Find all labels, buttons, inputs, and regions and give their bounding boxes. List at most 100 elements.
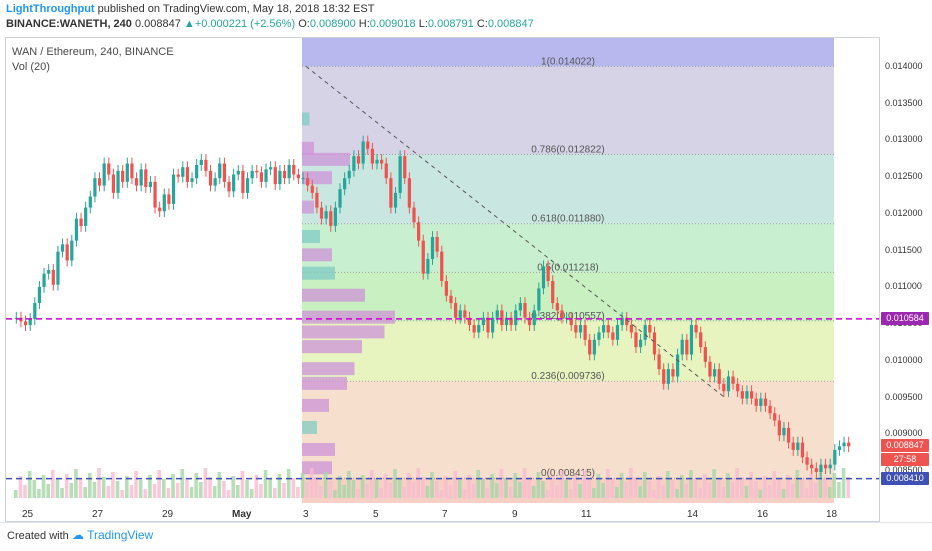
volume-bar <box>194 473 198 498</box>
volume-bar <box>425 486 430 498</box>
volume-bar <box>291 478 296 498</box>
candle-body <box>292 164 296 175</box>
candle-body <box>740 391 744 399</box>
candle-body <box>749 391 754 399</box>
candle-body <box>606 325 610 333</box>
plot-area[interactable]: 1(0.014022) 0.786(0.012822) 0.618(0.011880… <box>5 37 880 522</box>
volume-bar <box>707 483 712 498</box>
candle-body <box>814 468 818 472</box>
volume-profile-row <box>302 420 317 434</box>
volume-bar <box>698 488 703 498</box>
candle-body <box>675 354 680 377</box>
price-chart[interactable]: 1(0.014022) 0.786(0.012822) 0.618(0.011880… <box>6 38 880 503</box>
price-axis[interactable]: 0.014000 0.013500 0.013000 0.012500 0.012000… <box>881 37 932 522</box>
candle-body <box>454 303 458 318</box>
candle-body <box>403 156 407 179</box>
candle-body <box>634 332 638 348</box>
candle-body <box>245 178 250 193</box>
candle-body <box>33 303 37 320</box>
volume-bar <box>508 487 513 498</box>
candle-body <box>366 141 370 149</box>
price-tick-label: 0.012000 <box>885 207 923 218</box>
time-tick-label: 29 <box>162 509 174 520</box>
volume-bar <box>652 490 656 498</box>
volume-bar <box>712 469 716 498</box>
volume-bar <box>282 483 286 498</box>
volume-bar <box>333 490 337 498</box>
candle-body <box>185 167 190 182</box>
candle-body <box>560 310 564 318</box>
candle-body <box>384 163 388 179</box>
volume-bar <box>374 479 379 498</box>
volume-bar <box>379 488 383 498</box>
candle-body <box>643 325 647 340</box>
volume-profile-row <box>302 141 314 155</box>
candle-body <box>356 156 361 164</box>
volume-bar <box>360 475 365 498</box>
candle-body <box>79 218 83 226</box>
candle-body <box>555 303 559 311</box>
candle-body <box>148 181 153 188</box>
volume-bar <box>827 487 832 498</box>
candle-body <box>444 281 448 296</box>
volume-bar <box>703 474 707 498</box>
volume-bar <box>319 486 323 498</box>
volume-bar <box>619 473 624 498</box>
volume-bar <box>180 469 185 498</box>
candle-body <box>125 163 129 182</box>
candle-body <box>84 207 88 226</box>
candle-body <box>236 170 240 175</box>
volume-bar <box>78 478 83 498</box>
volume-bar <box>462 489 467 498</box>
volume-bar <box>837 482 841 498</box>
time-tick-label: 5 <box>373 509 379 520</box>
volume-bar <box>790 484 795 498</box>
low-label: L: <box>418 18 428 30</box>
author-link[interactable]: LightThroughput <box>6 3 95 15</box>
candle-body <box>800 442 805 458</box>
volume-bar <box>624 482 629 498</box>
candle-body <box>93 178 97 197</box>
volume-bar <box>397 478 402 498</box>
price-tick-label: 0.009500 <box>885 391 923 402</box>
candle-body <box>601 325 606 333</box>
candle-body <box>574 325 578 333</box>
candle-body <box>241 170 245 193</box>
volume-bar <box>148 475 152 498</box>
chart-container[interactable]: 1(0.014022) 0.786(0.012822) 0.618(0.011880… <box>5 37 929 522</box>
volume-bar <box>615 487 619 498</box>
volume-bar <box>323 472 328 498</box>
volume-bar <box>823 478 827 498</box>
candle-body <box>273 167 277 185</box>
candle-body <box>111 174 116 193</box>
tradingview-logo[interactable]: ☁ TradingView <box>72 528 154 542</box>
fib-top-band <box>302 38 834 67</box>
volume-bar <box>27 471 32 498</box>
candle-body <box>47 270 51 274</box>
volume-bar <box>305 482 309 498</box>
volume-bar <box>277 474 282 498</box>
fib-band <box>302 381 834 479</box>
candle-body <box>435 236 439 252</box>
volume-bar <box>383 474 388 498</box>
candle-body <box>805 457 809 465</box>
candle-body <box>208 170 213 186</box>
volume-bar <box>444 476 448 498</box>
price-tick-label: 0.013500 <box>885 97 923 108</box>
volume-bar <box>457 480 462 498</box>
candle-body <box>717 369 721 384</box>
volume-bar <box>777 480 781 498</box>
volume-bar <box>254 475 259 498</box>
volume-bar <box>541 481 545 498</box>
time-tick-label: 25 <box>22 509 34 520</box>
volume-bar <box>545 490 550 498</box>
footer: Created with ☁ TradingView <box>0 522 932 551</box>
candle-body <box>310 185 314 193</box>
volume-bar <box>189 487 194 498</box>
volume-bar <box>522 468 527 498</box>
volume-bar <box>476 470 481 498</box>
candle-body <box>144 169 148 188</box>
candle-body <box>204 159 208 171</box>
volume-bar <box>23 485 27 498</box>
candle-body <box>134 178 139 186</box>
